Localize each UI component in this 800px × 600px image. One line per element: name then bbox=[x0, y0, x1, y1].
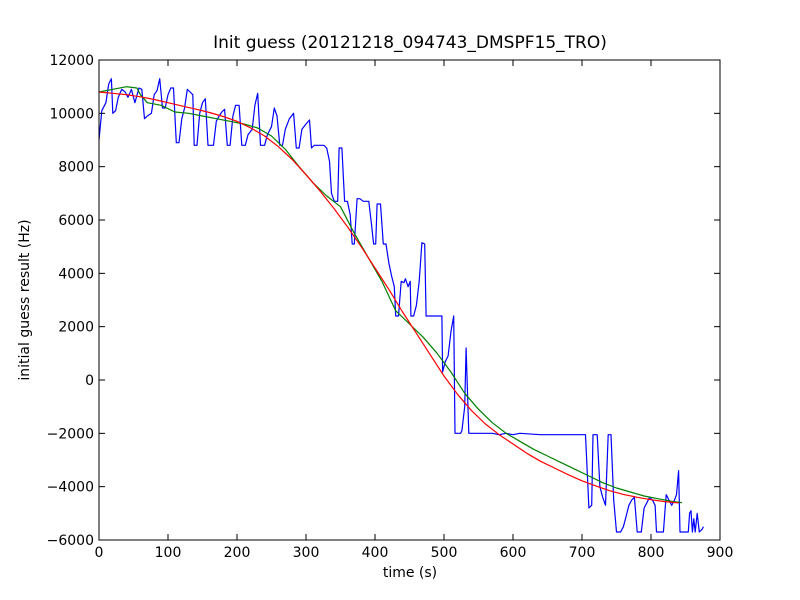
series-line-1 bbox=[98, 78, 704, 533]
y-tick-label: 12000 bbox=[49, 53, 94, 69]
x-tick-label: 200 bbox=[224, 545, 251, 561]
series-line-2 bbox=[98, 86, 683, 504]
tick-layer: 0 100 200 300 400 500 600 700 800 900 12000 10000 80… bbox=[47, 53, 734, 561]
y-tick-label: 6000 bbox=[58, 213, 94, 229]
x-tick-label: 700 bbox=[569, 545, 596, 561]
y-tick-label: 0 bbox=[85, 373, 94, 389]
chart-title: Init guess (20121218_094743_DMSPF15_TRO) bbox=[213, 33, 607, 53]
y-axis-label: initial guess result (Hz) bbox=[17, 219, 33, 380]
y-tick-label: 8000 bbox=[58, 160, 94, 176]
x-tick-label: 500 bbox=[431, 545, 458, 561]
x-tick-label: 800 bbox=[638, 545, 665, 561]
y-tick-label: −2000 bbox=[47, 426, 94, 442]
plot-area-frame bbox=[98, 59, 721, 541]
y-tick-label: 2000 bbox=[58, 320, 94, 336]
x-tick-label: 100 bbox=[155, 545, 182, 561]
x-axis-label: time (s) bbox=[383, 565, 437, 581]
x-tick-label: 0 bbox=[95, 545, 104, 561]
x-tick-label: 300 bbox=[293, 545, 320, 561]
y-tick-label: −4000 bbox=[47, 480, 94, 496]
x-tick-label: 400 bbox=[362, 545, 389, 561]
series-layer bbox=[98, 78, 704, 533]
y-tick-label: 4000 bbox=[58, 266, 94, 282]
y-tick-label: 10000 bbox=[49, 106, 94, 122]
x-tick-label: 900 bbox=[707, 545, 734, 561]
series-line-3 bbox=[98, 91, 679, 504]
x-tick-label: 600 bbox=[500, 545, 527, 561]
y-tick-label: −6000 bbox=[47, 533, 94, 549]
